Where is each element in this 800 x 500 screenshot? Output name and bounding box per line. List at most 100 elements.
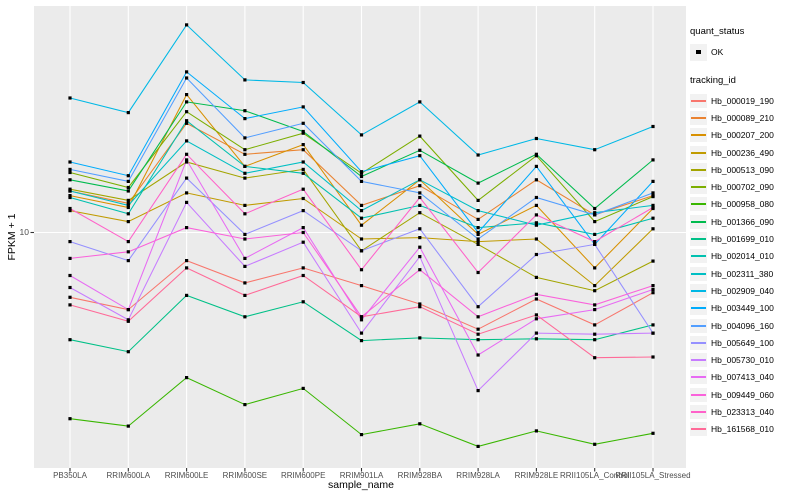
data-point [126, 250, 130, 254]
legend-item-Hb_002909_040: Hb_002909_040 [690, 282, 800, 299]
data-point [651, 355, 655, 359]
data-point [476, 198, 480, 202]
data-point [476, 305, 480, 309]
legend-quant-status-title: quant_status [690, 26, 745, 37]
legend-item-label: Hb_003449_100 [711, 303, 774, 314]
data-point [534, 213, 538, 217]
data-point [418, 203, 422, 207]
legend-item-label: Hb_000019_190 [711, 95, 774, 106]
data-point [418, 195, 422, 200]
legend-tracking-id-title: tracking_id [690, 75, 736, 86]
data-point [68, 303, 72, 307]
legend-item-label: Hb_000207_200 [711, 130, 774, 141]
data-point [418, 336, 422, 340]
line-swatch-color [691, 151, 706, 154]
data-point [534, 252, 538, 257]
data-point [476, 209, 480, 213]
data-point [476, 389, 480, 393]
data-point [418, 305, 422, 309]
data-point [651, 191, 655, 195]
data-point [185, 158, 189, 162]
legend-item-label: Hb_161568_010 [711, 424, 774, 435]
data-point [243, 203, 247, 207]
data-point [593, 266, 597, 270]
data-point [126, 259, 130, 263]
line-swatch-color [691, 428, 706, 431]
data-point [476, 338, 480, 342]
x-tick-label-RRIM600PE: RRIM600PE [280, 471, 326, 480]
data-point [359, 133, 364, 137]
data-point [243, 212, 247, 216]
data-point [418, 191, 422, 195]
legend-item-label: Hb_023313_040 [711, 406, 774, 417]
data-point [359, 179, 364, 183]
legend-item-Hb_009449_060: Hb_009449_060 [690, 386, 800, 403]
line-swatch [690, 249, 707, 264]
line-swatch-color [691, 186, 706, 189]
data-point [185, 110, 189, 114]
data-point [243, 256, 247, 260]
line-swatch [690, 335, 707, 350]
data-point [68, 178, 72, 182]
data-point [243, 264, 247, 268]
legend-item-Hb_005730_010: Hb_005730_010 [690, 351, 800, 368]
data-point [359, 249, 364, 253]
data-point [301, 300, 305, 304]
legend-item-label: Hb_002311_380 [711, 268, 774, 279]
line-swatch [690, 110, 707, 125]
legend-item-Hb_002311_380: Hb_002311_380 [690, 265, 800, 282]
data-point [418, 211, 422, 215]
legend-item-Hb_000089_210: Hb_000089_210 [690, 109, 800, 126]
data-point [476, 232, 480, 236]
line-swatch [690, 214, 707, 229]
data-point [185, 259, 189, 263]
x-tick-label-PB350LA: PB350LA [53, 471, 87, 480]
legend-item-Hb_000702_090: Hb_000702_090 [690, 178, 800, 195]
data-point [359, 268, 364, 272]
data-point [359, 318, 364, 322]
data-point [359, 284, 364, 288]
data-point [534, 317, 538, 321]
data-point [68, 170, 72, 175]
data-point [593, 242, 597, 246]
line-swatch-color [691, 307, 706, 310]
data-point [243, 164, 247, 168]
data-point [359, 223, 364, 227]
data-point [593, 284, 597, 288]
legend-item-label: Hb_000702_090 [711, 182, 774, 193]
data-point [418, 255, 422, 259]
data-point [68, 167, 72, 171]
data-point [476, 181, 480, 185]
line-swatch [690, 283, 707, 298]
data-point [68, 273, 72, 278]
data-point [243, 148, 247, 152]
legend-entries: Hb_000019_190 Hb_000089_210 Hb_000207_200 H… [690, 92, 800, 438]
data-point [243, 109, 247, 113]
data-point [418, 302, 422, 306]
data-point [651, 124, 655, 129]
data-point [359, 339, 364, 343]
legend-item-Hb_000236_490: Hb_000236_490 [690, 144, 800, 161]
data-point [534, 136, 538, 141]
data-point [593, 232, 597, 236]
line-swatch-color [691, 220, 706, 223]
data-point [476, 230, 480, 235]
data-point [534, 275, 538, 279]
data-point [418, 236, 422, 240]
data-point [359, 203, 364, 207]
data-point [301, 209, 305, 213]
data-point [243, 293, 247, 297]
data-point [534, 292, 538, 296]
line-swatch-color [691, 393, 706, 396]
data-point [476, 237, 480, 241]
data-point [418, 154, 422, 158]
line-swatch-color [691, 324, 706, 327]
data-point [534, 223, 538, 227]
data-point [301, 196, 305, 201]
data-point [593, 356, 597, 360]
line-swatch-color [691, 99, 706, 102]
legend-item-ok: OK [690, 43, 800, 61]
line-swatch-color [691, 341, 706, 344]
data-point [476, 240, 480, 244]
legend-item-Hb_005649_100: Hb_005649_100 [690, 334, 800, 351]
